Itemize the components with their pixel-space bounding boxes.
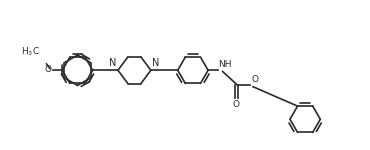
Text: NH: NH xyxy=(219,60,232,69)
Text: O: O xyxy=(45,65,52,74)
Text: O: O xyxy=(251,75,258,84)
Text: N: N xyxy=(152,58,159,68)
Text: N: N xyxy=(109,58,117,68)
Text: O: O xyxy=(233,100,240,109)
Text: H$_3$C: H$_3$C xyxy=(21,45,40,58)
